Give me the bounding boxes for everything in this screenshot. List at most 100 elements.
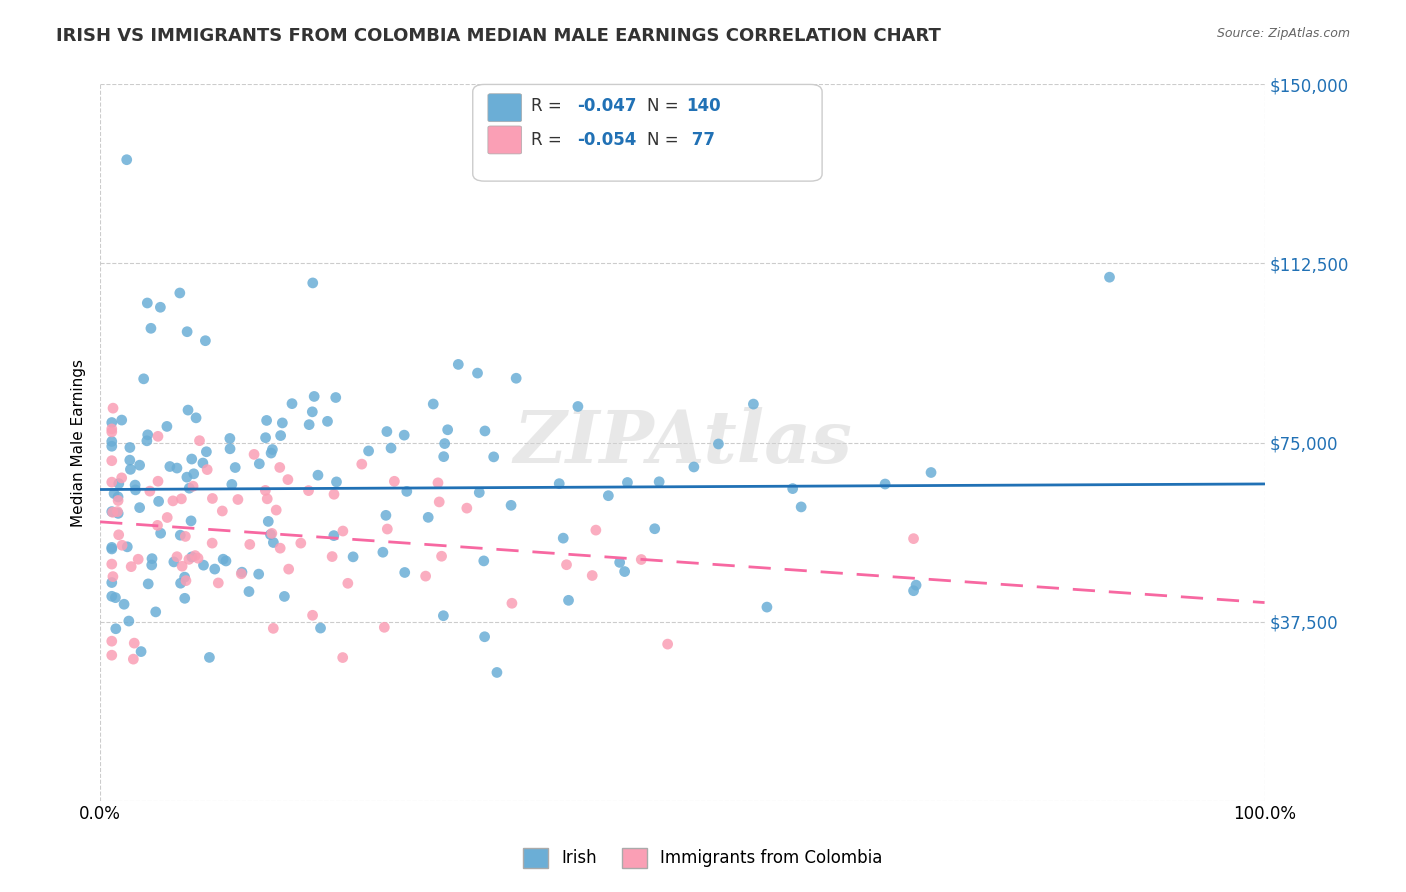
Text: 77: 77	[686, 130, 714, 149]
Point	[297, 483, 319, 498]
Point	[124, 483, 146, 497]
Point	[184, 549, 207, 563]
Point	[224, 460, 246, 475]
Point	[111, 471, 134, 485]
Legend: Irish, Immigrants from Colombia: Irish, Immigrants from Colombia	[516, 841, 890, 875]
Point	[180, 549, 202, 564]
Point	[456, 501, 478, 516]
Point	[301, 276, 323, 290]
Point	[382, 475, 405, 489]
Point	[174, 574, 197, 588]
Point	[501, 596, 523, 610]
Point	[100, 434, 122, 449]
Point	[135, 434, 157, 448]
Point	[100, 589, 122, 603]
Point	[247, 567, 270, 582]
Point	[548, 476, 571, 491]
Point	[176, 470, 198, 484]
Point	[128, 500, 150, 515]
Point	[141, 558, 163, 572]
Point	[219, 442, 242, 456]
Point	[309, 621, 332, 635]
Point	[342, 549, 364, 564]
Point	[264, 503, 287, 517]
Point	[254, 483, 277, 498]
Point	[269, 541, 291, 556]
Point	[195, 444, 218, 458]
Point	[101, 505, 124, 519]
Point	[567, 400, 589, 414]
Point	[683, 460, 706, 475]
Point	[648, 475, 671, 489]
Point	[616, 475, 638, 490]
Point	[903, 532, 925, 546]
Point	[100, 575, 122, 590]
Point	[657, 637, 679, 651]
Point	[707, 437, 730, 451]
Point	[163, 555, 186, 569]
Point	[107, 505, 129, 519]
Point	[325, 475, 347, 489]
Point	[124, 478, 146, 492]
Point	[100, 541, 122, 555]
Point	[262, 621, 284, 635]
Point	[187, 551, 209, 566]
Point	[598, 489, 620, 503]
Point	[136, 577, 159, 591]
Point	[118, 441, 141, 455]
Point	[100, 439, 122, 453]
Point	[374, 508, 396, 523]
Point	[609, 555, 631, 569]
Point	[375, 522, 398, 536]
Point	[159, 459, 181, 474]
Point	[207, 576, 229, 591]
Point	[474, 630, 496, 644]
Point	[184, 410, 207, 425]
Point	[100, 648, 122, 663]
Point	[122, 652, 145, 666]
Point	[273, 590, 295, 604]
Point	[100, 475, 122, 490]
Point	[790, 500, 813, 514]
Point	[128, 458, 150, 472]
Point	[447, 358, 470, 372]
Point	[325, 391, 347, 405]
Point	[422, 397, 444, 411]
Point	[107, 493, 129, 508]
Point	[321, 549, 343, 564]
Y-axis label: Median Male Earnings: Median Male Earnings	[72, 359, 86, 526]
Point	[277, 473, 299, 487]
Point	[755, 600, 778, 615]
Point	[499, 499, 522, 513]
Point	[177, 403, 200, 417]
Point	[169, 285, 191, 300]
Point	[100, 505, 122, 519]
Point	[179, 481, 201, 495]
Point	[371, 545, 394, 559]
FancyBboxPatch shape	[472, 85, 823, 181]
Point	[103, 486, 125, 500]
Point	[107, 476, 129, 491]
Point	[100, 416, 122, 430]
Point	[231, 565, 253, 579]
Point	[162, 494, 184, 508]
Point	[139, 484, 162, 499]
Point	[468, 485, 491, 500]
Text: 140: 140	[686, 97, 720, 115]
Point	[332, 524, 354, 538]
Point	[485, 665, 508, 680]
Point	[101, 569, 124, 583]
Point	[173, 591, 195, 606]
Point	[145, 605, 167, 619]
Point	[218, 432, 240, 446]
Point	[120, 462, 142, 476]
Point	[136, 427, 159, 442]
Point	[149, 526, 172, 541]
Text: R =: R =	[531, 130, 567, 149]
Point	[212, 552, 235, 566]
Point	[238, 584, 260, 599]
Point	[307, 468, 329, 483]
Point	[257, 515, 280, 529]
Point	[221, 477, 243, 491]
Point	[146, 518, 169, 533]
